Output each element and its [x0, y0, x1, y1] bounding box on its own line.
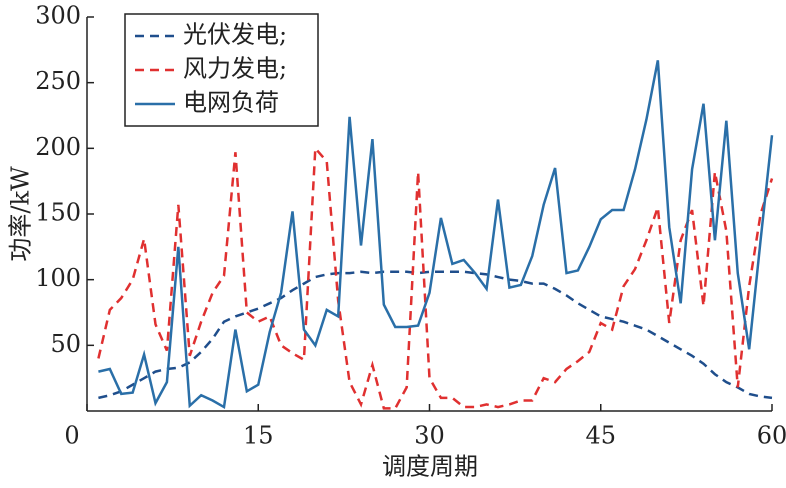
- x-tick-label: 30: [414, 422, 445, 450]
- line-series: [98, 270, 773, 400]
- legend-label: 风力发电;: [183, 55, 287, 83]
- line-series: [98, 60, 774, 410]
- y-tick-label: 300: [35, 2, 81, 30]
- x-tick-label: 15: [243, 422, 274, 450]
- legend-label: 光伏发电;: [183, 21, 287, 49]
- y-tick-label: 150: [35, 199, 81, 227]
- x-tick-label: 0: [64, 422, 79, 450]
- x-tick-label: 45: [585, 422, 616, 450]
- x-tick-label: 60: [757, 422, 786, 450]
- y-tick-label: 200: [35, 133, 81, 161]
- line-series: [97, 145, 774, 410]
- x-axis-label: 调度周期: [382, 453, 478, 481]
- y-tick-label: 100: [35, 264, 81, 292]
- y-tick-label: 50: [50, 330, 81, 358]
- y-tick-label: 250: [35, 67, 81, 95]
- y-axis-label: 功率/kW: [7, 166, 35, 262]
- legend-label: 电网负荷: [183, 89, 279, 117]
